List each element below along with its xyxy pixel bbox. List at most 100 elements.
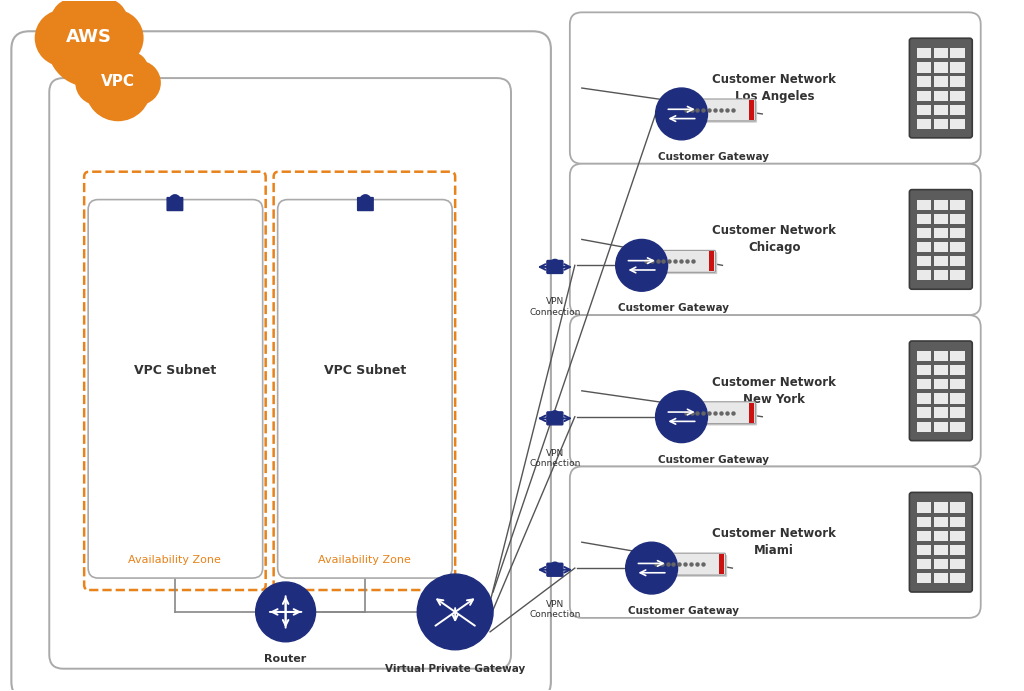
- Circle shape: [655, 391, 708, 443]
- Bar: [934, 214, 948, 224]
- Bar: [950, 379, 965, 390]
- Bar: [918, 531, 932, 541]
- Bar: [950, 48, 965, 59]
- FancyBboxPatch shape: [642, 553, 725, 575]
- FancyBboxPatch shape: [278, 200, 453, 578]
- Bar: [709, 252, 715, 272]
- Bar: [934, 573, 948, 583]
- Bar: [918, 422, 932, 432]
- Bar: [918, 105, 932, 115]
- Bar: [918, 242, 932, 252]
- Bar: [918, 502, 932, 513]
- Circle shape: [35, 10, 92, 66]
- Bar: [934, 393, 948, 404]
- Circle shape: [68, 0, 111, 41]
- Bar: [934, 242, 948, 252]
- Bar: [934, 77, 948, 86]
- Bar: [719, 554, 724, 574]
- Bar: [934, 351, 948, 361]
- Text: Customer Network
Miami: Customer Network Miami: [713, 527, 837, 557]
- Bar: [918, 270, 932, 281]
- Text: VPC: VPC: [101, 75, 135, 89]
- Bar: [918, 408, 932, 417]
- Bar: [918, 545, 932, 555]
- Bar: [934, 256, 948, 266]
- Text: VPN
Connection: VPN Connection: [529, 600, 581, 619]
- Bar: [934, 531, 948, 541]
- Bar: [950, 502, 965, 513]
- Circle shape: [101, 52, 135, 86]
- Circle shape: [80, 0, 128, 46]
- Bar: [918, 351, 932, 361]
- FancyBboxPatch shape: [547, 563, 563, 576]
- Bar: [950, 545, 965, 555]
- Bar: [934, 365, 948, 375]
- Bar: [934, 559, 948, 569]
- FancyBboxPatch shape: [569, 164, 981, 315]
- FancyBboxPatch shape: [88, 200, 263, 578]
- Bar: [950, 62, 965, 73]
- Text: VPC Subnet: VPC Subnet: [134, 364, 216, 377]
- Bar: [934, 48, 948, 59]
- FancyBboxPatch shape: [547, 412, 563, 425]
- Circle shape: [256, 582, 315, 642]
- Bar: [950, 91, 965, 101]
- Bar: [918, 48, 932, 59]
- Text: Customer Gateway: Customer Gateway: [618, 303, 729, 313]
- Text: AWS: AWS: [67, 28, 113, 46]
- Bar: [950, 408, 965, 417]
- Text: Customer Gateway: Customer Gateway: [658, 152, 769, 162]
- Bar: [950, 119, 965, 129]
- Bar: [918, 379, 932, 390]
- Bar: [950, 531, 965, 541]
- Bar: [749, 403, 755, 423]
- FancyBboxPatch shape: [357, 197, 374, 211]
- Bar: [918, 214, 932, 224]
- Text: Customer Gateway: Customer Gateway: [658, 455, 769, 464]
- Bar: [934, 105, 948, 115]
- Bar: [934, 270, 948, 281]
- FancyBboxPatch shape: [674, 404, 757, 426]
- Text: Customer Network
New York: Customer Network New York: [713, 376, 837, 406]
- Bar: [950, 105, 965, 115]
- Bar: [950, 559, 965, 569]
- Bar: [918, 256, 932, 266]
- Circle shape: [76, 60, 120, 105]
- FancyBboxPatch shape: [569, 315, 981, 466]
- FancyBboxPatch shape: [634, 252, 717, 274]
- Circle shape: [87, 51, 126, 89]
- Circle shape: [626, 542, 678, 594]
- Circle shape: [87, 10, 143, 66]
- Circle shape: [47, 3, 131, 87]
- Circle shape: [417, 574, 493, 650]
- Bar: [950, 214, 965, 224]
- Bar: [673, 100, 681, 120]
- Bar: [918, 365, 932, 375]
- FancyBboxPatch shape: [49, 78, 511, 669]
- FancyBboxPatch shape: [643, 555, 727, 577]
- Bar: [934, 119, 948, 129]
- FancyBboxPatch shape: [569, 466, 981, 618]
- Bar: [918, 62, 932, 73]
- FancyBboxPatch shape: [672, 99, 756, 121]
- Bar: [633, 252, 641, 272]
- FancyBboxPatch shape: [674, 101, 757, 123]
- Bar: [950, 573, 965, 583]
- Bar: [918, 77, 932, 86]
- Bar: [950, 422, 965, 432]
- FancyBboxPatch shape: [909, 38, 972, 138]
- Bar: [934, 379, 948, 390]
- Bar: [934, 545, 948, 555]
- FancyBboxPatch shape: [547, 261, 563, 274]
- Bar: [950, 77, 965, 86]
- Bar: [934, 228, 948, 238]
- Bar: [918, 393, 932, 404]
- Bar: [749, 100, 755, 120]
- Text: VPN
Connection: VPN Connection: [529, 297, 581, 316]
- Bar: [950, 351, 965, 361]
- Circle shape: [615, 239, 668, 291]
- Text: Availability Zone: Availability Zone: [128, 555, 221, 565]
- Text: Customer Network
Chicago: Customer Network Chicago: [713, 225, 837, 254]
- FancyBboxPatch shape: [49, 28, 129, 51]
- Text: Customer Network
Los Angeles: Customer Network Los Angeles: [713, 73, 837, 103]
